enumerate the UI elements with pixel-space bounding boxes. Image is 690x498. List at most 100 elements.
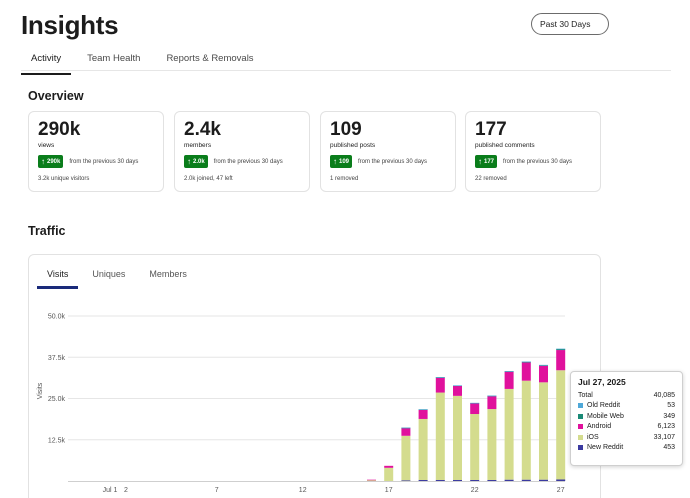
tooltip-series-name: New Reddit bbox=[587, 444, 624, 452]
trend-badge: ↑ 177 bbox=[475, 155, 498, 168]
bar-segment-android bbox=[556, 350, 566, 371]
bar-segment-ios bbox=[504, 388, 514, 480]
bar-segment-old-reddit bbox=[453, 385, 462, 386]
tooltip-series-name: iOS bbox=[587, 433, 599, 441]
tooltip-series-name: Android bbox=[587, 423, 612, 431]
tooltip-series-value: 349 bbox=[663, 412, 675, 420]
bar-segment-ios bbox=[487, 409, 497, 481]
chart-tooltip: Jul 27, 2025 Total 40,085 Old Reddit 53 Mo… bbox=[570, 371, 683, 466]
trend-text: from the previous 30 days bbox=[69, 158, 139, 165]
arrow-up-icon: ↑ bbox=[333, 157, 337, 166]
legend-swatch bbox=[578, 445, 583, 451]
tooltip-row: Old Reddit 53 bbox=[578, 401, 675, 412]
trend-text: from the previous 30 days bbox=[213, 158, 283, 165]
tooltip-row: iOS 33,107 bbox=[578, 432, 675, 443]
overview-title: Overview bbox=[28, 89, 84, 103]
bar-segment-new-reddit bbox=[521, 479, 531, 481]
stat-card-views: 290k views ↑ 290k from the previous 30 da… bbox=[28, 111, 164, 192]
bar-segment-old-reddit bbox=[470, 402, 480, 404]
bar-segment-ios bbox=[435, 392, 445, 481]
x-tick-label: Jul 1 bbox=[103, 487, 118, 494]
tooltip-series-value: 6,123 bbox=[657, 423, 675, 431]
x-tick-label: 2 bbox=[124, 487, 128, 494]
main-tabs: Activity Team Health Reports & Removals bbox=[21, 50, 270, 75]
bar-segment-old-reddit bbox=[487, 395, 497, 397]
bar-segment-new-reddit bbox=[418, 480, 428, 481]
tooltip-date: Jul 27, 2025 bbox=[578, 377, 626, 387]
tooltip-series-value: 53 bbox=[667, 402, 675, 410]
stat-label: published posts bbox=[330, 142, 376, 149]
trend-text: from the previous 30 days bbox=[503, 158, 573, 165]
arrow-up-icon: ↑ bbox=[41, 157, 45, 166]
arrow-up-icon: ↑ bbox=[478, 157, 482, 166]
stat-value: 290k bbox=[38, 119, 81, 140]
bar-segment-old-reddit bbox=[435, 377, 445, 378]
x-tick-label: 7 bbox=[215, 487, 219, 494]
tooltip-series-value: 33,107 bbox=[653, 433, 675, 441]
tabs-divider bbox=[21, 70, 671, 71]
bar-segment-android bbox=[401, 427, 411, 436]
y-tick-label: 50.0k bbox=[48, 314, 66, 321]
trend-badge: ↑ 290k bbox=[38, 155, 64, 168]
bar-segment-ios bbox=[367, 480, 376, 481]
bar-segment-new-reddit bbox=[487, 480, 497, 481]
y-tick-label: 12.5k bbox=[48, 437, 66, 444]
stat-note: 2.0k joined, 47 left bbox=[184, 176, 233, 182]
tooltip-total-row: Total 40,085 bbox=[578, 390, 675, 401]
bar-segment-ios bbox=[401, 435, 411, 481]
bar-segment-ios bbox=[521, 380, 531, 480]
stat-note: 3.2k unique visitors bbox=[38, 176, 90, 182]
bar-segment-new-reddit bbox=[470, 480, 480, 481]
bar-segment-new-reddit bbox=[435, 480, 445, 481]
traffic-subtabs: Visits Uniques Members bbox=[37, 265, 201, 289]
subtab-members[interactable]: Members bbox=[149, 269, 187, 279]
bar-segment-ios bbox=[556, 370, 566, 480]
x-tick-label: 17 bbox=[385, 487, 393, 494]
bar-segment-android bbox=[435, 377, 445, 393]
tooltip-row: New Reddit 453 bbox=[578, 443, 675, 454]
bar-segment-android bbox=[453, 385, 462, 396]
stat-label: members bbox=[184, 142, 212, 149]
subtab-uniques[interactable]: Uniques bbox=[92, 269, 126, 279]
bar-segment-android bbox=[504, 371, 514, 389]
bar-segment-new-reddit bbox=[504, 479, 514, 481]
tooltip-row: Android 6,123 bbox=[578, 422, 675, 433]
subtab-visits[interactable]: Visits bbox=[37, 265, 79, 289]
tooltip-row: Mobile Web 349 bbox=[578, 411, 675, 422]
tab-team-health[interactable]: Team Health bbox=[87, 53, 141, 64]
tooltip-total-value: 40,085 bbox=[653, 391, 675, 399]
bar-segment-old-reddit bbox=[418, 409, 428, 410]
y-tick-label: 37.5k bbox=[48, 355, 66, 362]
stat-note: 22 removed bbox=[475, 176, 507, 182]
y-tick-label: 25.0k bbox=[48, 396, 66, 403]
bar-segment-old-reddit bbox=[556, 348, 566, 350]
bar-segment-android bbox=[384, 465, 394, 468]
legend-swatch bbox=[578, 434, 583, 440]
tab-activity[interactable]: Activity bbox=[21, 50, 72, 75]
bar-segment-new-reddit bbox=[401, 480, 411, 481]
legend-swatch bbox=[578, 403, 583, 409]
bar-segment-ios bbox=[539, 382, 548, 480]
stat-card-posts: 109 published posts ↑ 109 from the previo… bbox=[320, 111, 456, 192]
bar-segment-new-reddit bbox=[453, 480, 462, 481]
traffic-title: Traffic bbox=[28, 224, 66, 238]
bar-segment-ios bbox=[418, 418, 428, 481]
tooltip-series-name: Mobile Web bbox=[587, 412, 624, 420]
bar-segment-new-reddit bbox=[539, 479, 548, 481]
date-range-button[interactable]: Past 30 Days bbox=[531, 13, 609, 35]
stat-value: 177 bbox=[475, 119, 507, 140]
x-tick-label: 22 bbox=[471, 487, 479, 494]
arrow-up-icon: ↑ bbox=[187, 157, 191, 166]
stat-value: 109 bbox=[330, 119, 362, 140]
stat-card-comments: 177 published comments ↑ 177 from the pre… bbox=[465, 111, 601, 192]
bar-segment-mobile-web bbox=[556, 348, 566, 351]
legend-swatch bbox=[578, 424, 583, 430]
stat-card-members: 2.4k members ↑ 2.0k from the previous 30 … bbox=[174, 111, 310, 192]
x-tick-label: 27 bbox=[557, 487, 565, 494]
tooltip-total-label: Total bbox=[578, 391, 593, 399]
bar-segment-old-reddit bbox=[504, 371, 514, 372]
bar-segment-ios bbox=[384, 467, 394, 481]
bar-segment-old-reddit bbox=[521, 361, 531, 363]
tab-reports-removals[interactable]: Reports & Removals bbox=[166, 53, 254, 64]
bar-segment-android bbox=[470, 403, 480, 415]
